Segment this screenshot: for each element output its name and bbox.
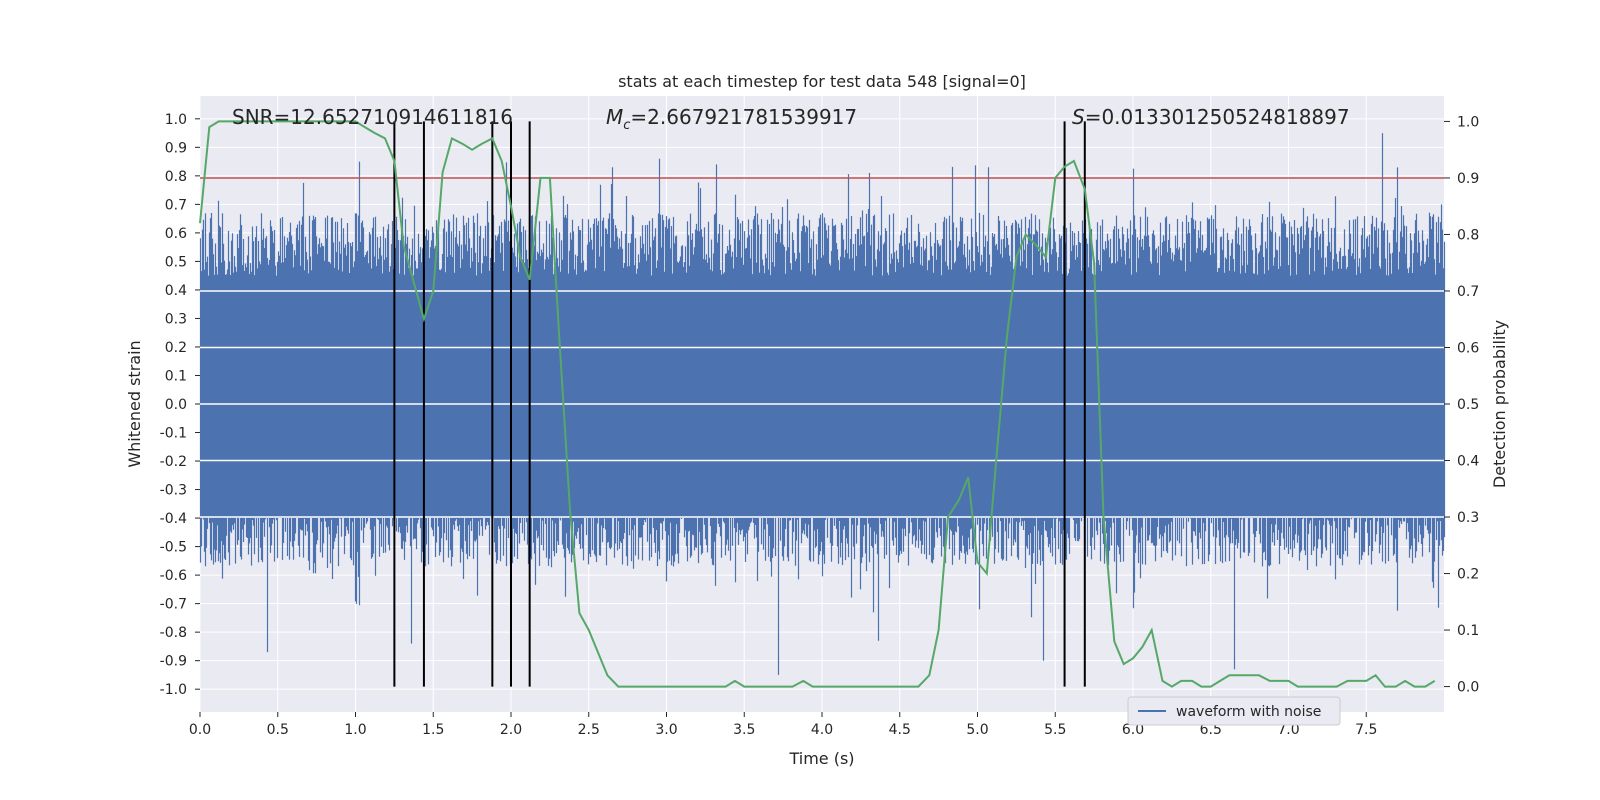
y-tick-label: 0.9	[165, 140, 187, 156]
y-tick-label: 0.5	[165, 254, 187, 270]
y2-tick-label: 0.3	[1457, 510, 1479, 526]
y-tick-label: -0.8	[160, 625, 187, 641]
y-tick-label: 0.4	[165, 283, 187, 299]
waveform-trace	[199, 133, 1446, 675]
significance-annotation: S=0.013301250524818897	[1072, 105, 1350, 129]
y-tick-label: -0.2	[160, 454, 187, 470]
x-tick-label: 5.5	[1044, 722, 1066, 738]
x-tick-label: 0.0	[189, 722, 211, 738]
y2-tick-label: 0.2	[1457, 567, 1479, 583]
y-tick-label: 1.0	[165, 112, 187, 128]
ticks: 0.0 0.5 1.0 1.5 2.0 2.5 3.0 3.5 4.0 4.5 5.0 5.5 6.0 6…	[160, 112, 1480, 738]
y2-tick-label: 0.8	[1457, 227, 1479, 243]
y2-axis-label: Detection probability	[1490, 320, 1509, 488]
y-tick-label: -0.7	[160, 597, 187, 613]
y-tick-label: 0.3	[165, 311, 187, 327]
y-tick-label: 0.1	[165, 368, 187, 384]
y-tick-label: -0.4	[160, 511, 187, 527]
y-tick-label: 0.0	[165, 397, 187, 413]
legend-box	[1127, 696, 1341, 726]
y-tick-label: 0.2	[165, 340, 187, 356]
y2-tick-label: 0.0	[1457, 680, 1479, 696]
x-tick-label: 1.5	[422, 722, 444, 738]
mc-value: =2.667921781539917	[630, 105, 857, 129]
chart-title: stats at each timestep for test data 548…	[618, 72, 1026, 91]
y-tick-label: -0.3	[160, 483, 187, 499]
x-tick-label: 2.0	[500, 722, 522, 738]
y-tick-label: 0.7	[165, 197, 187, 213]
y-tick-label: -0.5	[160, 540, 187, 556]
x-tick-label: 4.5	[889, 722, 911, 738]
x-tick-label: 5.0	[966, 722, 988, 738]
x-tick-label: 7.5	[1355, 722, 1377, 738]
x-tick-label: 4.0	[811, 722, 833, 738]
s-symbol: S	[1072, 105, 1085, 129]
y-tick-label: 0.6	[165, 226, 187, 242]
y-axis-label: Whitened strain	[125, 340, 144, 467]
x-tick-label: 6.0	[1122, 722, 1144, 738]
x-tick-label: 3.5	[733, 722, 755, 738]
mc-symbol: M	[606, 105, 623, 129]
x-tick-label: 2.5	[578, 722, 600, 738]
legend: waveform with noise	[1127, 696, 1341, 726]
snr-annotation: SNR=12.652710914611816	[232, 105, 513, 129]
legend-label: waveform with noise	[1176, 704, 1321, 720]
x-tick-label: 6.5	[1200, 722, 1222, 738]
chirp-mass-annotation: Mc=2.667921781539917	[606, 105, 857, 133]
y2-tick-label: 0.4	[1457, 454, 1479, 470]
y2-tick-label: 0.5	[1457, 397, 1479, 413]
y2-tick-label: 0.1	[1457, 623, 1479, 639]
x-tick-label: 7.0	[1277, 722, 1299, 738]
y2-tick-label: 0.7	[1457, 284, 1479, 300]
y2-tick-label: 0.9	[1457, 171, 1479, 187]
x-tick-label: 1.0	[344, 722, 366, 738]
y2-tick-label: 1.0	[1457, 114, 1479, 130]
x-tick-label: 0.5	[267, 722, 289, 738]
y-tick-label: -1.0	[160, 682, 187, 698]
y-tick-label: -0.6	[160, 568, 187, 584]
mc-subscript: c	[623, 118, 630, 133]
s-value: =0.013301250524818897	[1085, 105, 1350, 129]
waveform-series	[199, 133, 1446, 675]
detection-probability-line	[199, 120, 1436, 688]
event-markers	[393, 121, 1086, 687]
y-tick-label: -0.1	[160, 426, 187, 442]
x-tick-label: 3.0	[655, 722, 677, 738]
y-tick-label: 0.8	[165, 169, 187, 185]
y2-tick-label: 0.6	[1457, 340, 1479, 356]
x-axis-label: Time (s)	[788, 749, 854, 768]
y-tick-label: -0.9	[160, 654, 187, 670]
